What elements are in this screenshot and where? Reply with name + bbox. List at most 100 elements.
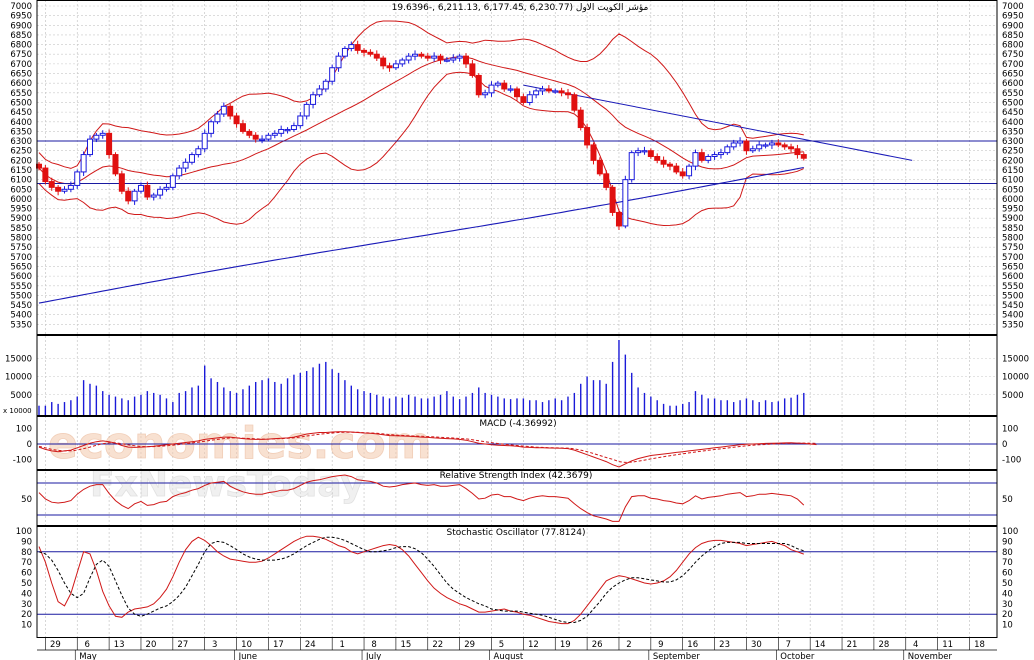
candle-up (635, 150, 642, 154)
candle-down (48, 181, 55, 188)
candle-down (367, 51, 374, 55)
candle-up (316, 88, 323, 96)
candle-down (361, 49, 368, 53)
candle-down (775, 142, 782, 146)
bollinger-lower (38, 71, 804, 227)
macd-tick-left: -100 (13, 455, 32, 465)
macd-panel: -100 -100 0 0 100 100 (13, 425, 1021, 468)
long-moving-average (38, 166, 804, 304)
x-day-label: 13 (114, 640, 125, 650)
stochastic-title: Stochastic Oscillator (77.8124) (446, 528, 585, 538)
stochastic-tick-left: 10 (21, 621, 32, 631)
x-day-label: 9 (658, 640, 663, 650)
candle-up (641, 150, 648, 153)
price-tick-right: 5900 (1002, 214, 1024, 224)
price-tick-right: 6300 (1002, 137, 1024, 147)
candle-up (271, 132, 278, 136)
price-tick-right: 6100 (1002, 176, 1024, 186)
price-tick-right: 6400 (1002, 118, 1024, 128)
x-day-label: 4 (913, 640, 918, 650)
price-tick-left: 6750 (10, 50, 32, 60)
candle-up (335, 55, 342, 69)
price-tick-right: 6750 (1002, 50, 1024, 60)
candle-down (475, 74, 482, 96)
stochastic-tick-left: 100 (16, 527, 32, 537)
x-month-label: June (238, 652, 258, 660)
candle-up (259, 138, 266, 141)
candle-up (74, 171, 81, 186)
candle-up (348, 44, 355, 49)
candle-up (711, 154, 718, 157)
candle-down (564, 92, 571, 96)
x-day-label: 28 (878, 640, 889, 650)
volume-tick-left: 10000 (5, 373, 32, 383)
price-tick-left: 5400 (10, 311, 32, 321)
x-day-label: 27 (177, 640, 188, 650)
candle-up (533, 90, 540, 96)
stochastic-tick-left: 60 (21, 569, 32, 579)
price-tick-right: 6700 (1002, 60, 1024, 70)
x-day-label: 20 (146, 640, 157, 650)
candle-down (118, 173, 125, 192)
candle-down (794, 148, 801, 156)
volume-tick-right: 15000 (1002, 354, 1029, 364)
price-tick-left: 5650 (10, 262, 32, 272)
candle-up (131, 190, 138, 202)
candle-up (290, 125, 297, 130)
candle-down (501, 82, 508, 90)
price-tick-left: 6200 (10, 156, 32, 166)
stochastic-tick-right: 90 (1002, 537, 1013, 547)
candle-up (195, 148, 202, 156)
stochastic-tick-left: 70 (21, 558, 32, 568)
macd-signal-line (38, 431, 817, 463)
price-tick-left: 5450 (10, 301, 32, 311)
volume-tick-right: 10000 (1002, 373, 1029, 383)
candle-up (93, 134, 100, 140)
candle-up (456, 55, 463, 59)
x-day-label: 19 (560, 640, 571, 650)
rsi-title: Relative Strength Index (42.3679) (440, 471, 593, 481)
stochastic-tick-right: 100 (1002, 527, 1018, 537)
candle-up (150, 194, 157, 198)
stochastic-tick-left: 50 (21, 579, 32, 589)
candle-down (698, 152, 705, 161)
price-tick-left: 6400 (10, 118, 32, 128)
price-tick-right: 6800 (1002, 41, 1024, 51)
candle-down (590, 144, 597, 161)
candle-up (329, 67, 336, 82)
rsi-line (38, 474, 805, 522)
price-tick-left: 5750 (10, 243, 32, 253)
candle-down (437, 55, 444, 61)
macd-line (38, 431, 817, 468)
rsi-tick-left: 50 (21, 495, 32, 505)
price-tick-left: 6500 (10, 98, 32, 108)
candle-up (137, 184, 144, 192)
x-day-label: 11 (942, 640, 953, 650)
macd-tick-left: 100 (16, 425, 32, 435)
x-day-label: 6 (85, 640, 90, 650)
x-day-label: 26 (592, 640, 603, 650)
candle-down (469, 63, 476, 76)
candle-down (571, 94, 578, 111)
candle-down (55, 186, 62, 192)
x-day-label: 30 (751, 640, 762, 650)
candle-up (310, 94, 317, 105)
price-tick-left: 6000 (10, 195, 32, 205)
candle-down (144, 184, 151, 198)
x-day-label: 5 (499, 640, 504, 650)
price-tick-left: 6050 (10, 185, 32, 195)
candle-down (106, 132, 113, 156)
price-tick-right: 6050 (1002, 185, 1024, 195)
candle-down (647, 150, 654, 157)
x-day-label: 23 (719, 640, 730, 650)
candle-up (705, 155, 712, 161)
candle-up (80, 154, 87, 173)
candle-up (208, 121, 215, 134)
x-day-label: 29 (50, 640, 61, 650)
bollinger-upper (38, 20, 804, 169)
stochastic-tick-right: 10 (1002, 621, 1013, 631)
candle-down (679, 171, 686, 177)
candle-down (112, 154, 119, 175)
price-tick-left: 5950 (10, 205, 32, 215)
